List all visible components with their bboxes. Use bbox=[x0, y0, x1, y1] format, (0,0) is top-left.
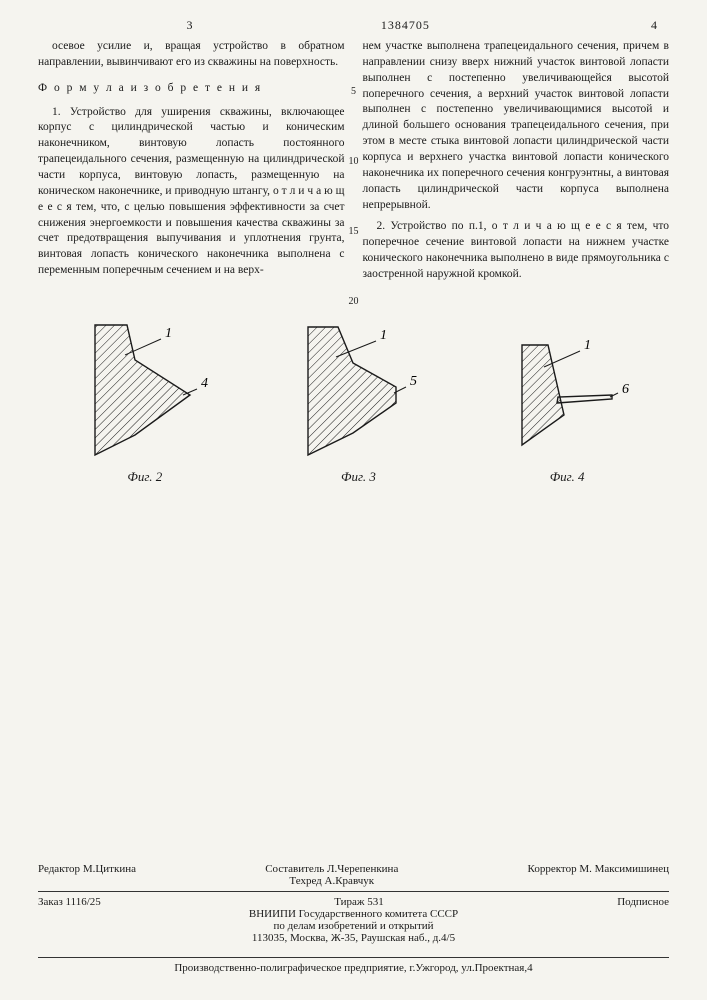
org-address: 113035, Москва, Ж-35, Раушская наб., д.4… bbox=[38, 932, 669, 944]
compiler-techred: Составитель Л.Черепенкина Техред А.Кравч… bbox=[265, 863, 398, 887]
figures-row: 1 4 Фиг. 2 1 5 Фиг. 3 bbox=[38, 315, 669, 485]
figure-2: 1 4 Фиг. 2 bbox=[65, 315, 225, 485]
figure-2-label: Фиг. 2 bbox=[65, 469, 225, 485]
figure-3: 1 5 Фиг. 3 bbox=[278, 315, 438, 485]
figure-4-label: Фиг. 4 bbox=[492, 469, 642, 485]
line-marker: 10 bbox=[347, 156, 361, 167]
document-number: 1384705 bbox=[341, 18, 669, 33]
claim-1-continued: нем участке выполнена трапецеидального с… bbox=[363, 39, 670, 213]
ref-body: 1 bbox=[380, 328, 387, 343]
figure-4: 1 6 Фиг. 4 bbox=[492, 315, 642, 485]
formula-heading: Ф о р м у л а и з о б р е т е н и я bbox=[38, 81, 345, 97]
ref-tip: 5 bbox=[410, 374, 417, 389]
left-page-col-num: 3 bbox=[38, 18, 341, 33]
ref-body: 1 bbox=[165, 326, 172, 341]
ref-body: 1 bbox=[584, 338, 591, 353]
footer: Производственно-полиграфическое предприя… bbox=[38, 957, 669, 974]
header: 3 1384705 bbox=[38, 18, 669, 33]
credits-block: Редактор М.Циткина Составитель Л.Черепен… bbox=[38, 863, 669, 944]
left-column: осевое усилие и, вращая устройство в обр… bbox=[38, 39, 345, 289]
line-marker: 5 bbox=[347, 86, 361, 97]
podpisnoe: Подписное bbox=[617, 896, 669, 908]
divider bbox=[38, 891, 669, 892]
right-column: нем участке выполнена трапецеидального с… bbox=[363, 39, 670, 289]
intro-paragraph: осевое усилие и, вращая устройство в обр… bbox=[38, 39, 345, 71]
order-number: Заказ 1116/25 bbox=[38, 896, 101, 908]
claim-1: 1. Устройство для уширения скважины, вкл… bbox=[38, 105, 345, 279]
line-marker: 20 bbox=[347, 296, 361, 307]
right-page-col-num: 4 bbox=[651, 18, 657, 33]
page: 3 1384705 4 5 10 15 20 осевое усилие и, … bbox=[0, 0, 707, 1000]
ref-tip: 6 bbox=[622, 382, 629, 397]
claim-2: 2. Устройство по п.1, о т л и ч а ю щ е … bbox=[363, 219, 670, 282]
tirazh: Тираж 531 bbox=[334, 896, 384, 908]
org-line-2: по делам изобретений и открытий bbox=[38, 920, 669, 932]
ref-tip: 4 bbox=[201, 376, 208, 391]
footer-text: Производственно-полиграфическое предприя… bbox=[174, 962, 532, 974]
corrector: Корректор М. Максимишинец bbox=[528, 863, 669, 887]
line-marker: 15 bbox=[347, 226, 361, 237]
editor: Редактор М.Циткина bbox=[38, 863, 136, 887]
org-line-1: ВНИИПИ Государственного комитета СССР bbox=[38, 908, 669, 920]
figure-3-label: Фиг. 3 bbox=[278, 469, 438, 485]
